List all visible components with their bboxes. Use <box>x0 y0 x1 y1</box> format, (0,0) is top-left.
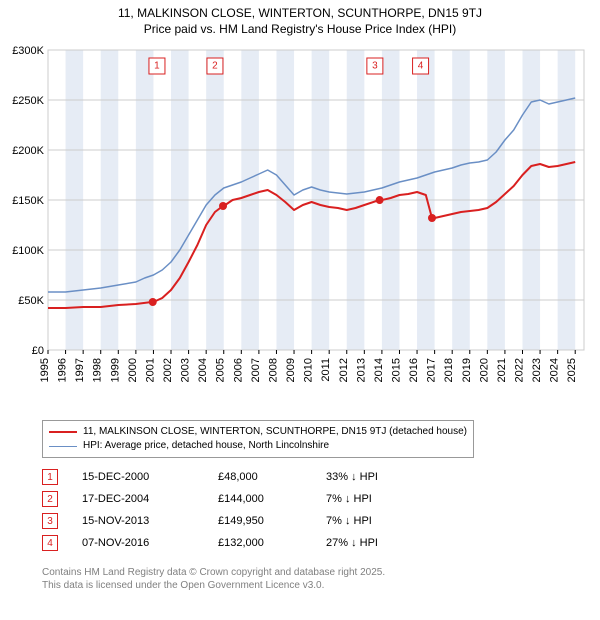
svg-text:2009: 2009 <box>285 358 297 382</box>
row-pct: 7% ↓ HPI <box>326 493 446 505</box>
chart-svg: £0 £50K £100K £150K £200K £250K £300K 1995 1996 1… <box>8 42 592 412</box>
svg-text:2010: 2010 <box>303 358 315 382</box>
svg-text:£250K: £250K <box>12 95 44 107</box>
svg-text:2018: 2018 <box>443 358 455 382</box>
row-price: £132,000 <box>218 537 326 549</box>
svg-text:£200K: £200K <box>12 145 44 157</box>
svg-text:1997: 1997 <box>74 358 86 382</box>
svg-text:2005: 2005 <box>215 358 227 382</box>
row-marker: 3 <box>42 513 58 529</box>
chart: £0 £50K £100K £150K £200K £250K £300K 1995 1996 1… <box>8 42 592 412</box>
svg-text:2008: 2008 <box>267 358 279 382</box>
table-row: 4 07-NOV-2016£132,00027% ↓ HPI <box>42 532 446 554</box>
svg-text:2000: 2000 <box>127 358 139 382</box>
svg-text:£300K: £300K <box>12 45 44 57</box>
row-marker: 2 <box>42 491 58 507</box>
row-marker: 1 <box>42 469 58 485</box>
svg-text:2019: 2019 <box>461 358 473 382</box>
svg-text:2: 2 <box>212 61 218 72</box>
row-date: 07-NOV-2016 <box>82 537 218 549</box>
svg-text:1: 1 <box>154 61 160 72</box>
svg-text:£50K: £50K <box>18 295 44 307</box>
legend-label: HPI: Average price, detached house, Nort… <box>83 439 329 453</box>
row-price: £144,000 <box>218 493 326 505</box>
svg-text:2011: 2011 <box>320 358 332 382</box>
svg-text:2021: 2021 <box>496 358 508 382</box>
svg-text:2006: 2006 <box>232 358 244 382</box>
svg-text:2001: 2001 <box>144 358 156 382</box>
row-marker: 4 <box>42 535 58 551</box>
title-subtitle: Price paid vs. HM Land Registry's House … <box>0 22 600 36</box>
row-date: 15-DEC-2000 <box>82 471 218 483</box>
svg-text:2022: 2022 <box>513 358 525 382</box>
row-pct: 7% ↓ HPI <box>326 515 446 527</box>
legend-swatch <box>49 431 77 433</box>
legend-label: 11, MALKINSON CLOSE, WINTERTON, SCUNTHOR… <box>83 425 467 439</box>
svg-text:2024: 2024 <box>549 358 561 382</box>
svg-text:2002: 2002 <box>162 358 174 382</box>
row-price: £48,000 <box>218 471 326 483</box>
svg-text:2007: 2007 <box>250 358 262 382</box>
svg-text:1995: 1995 <box>39 358 51 382</box>
row-pct: 27% ↓ HPI <box>326 537 446 549</box>
table-row: 2 17-DEC-2004£144,0007% ↓ HPI <box>42 488 446 510</box>
svg-text:2013: 2013 <box>355 358 367 382</box>
sales-table: 1 15-DEC-2000£48,00033% ↓ HPI 2 17-DEC-2004… <box>42 466 446 554</box>
svg-text:2014: 2014 <box>373 358 385 382</box>
svg-text:2015: 2015 <box>390 358 402 382</box>
svg-text:£100K: £100K <box>12 245 44 257</box>
title-address: 11, MALKINSON CLOSE, WINTERTON, SCUNTHOR… <box>0 6 600 20</box>
table-row: 3 15-NOV-2013£149,9507% ↓ HPI <box>42 510 446 532</box>
legend-swatch <box>49 446 77 447</box>
svg-text:2025: 2025 <box>566 358 578 382</box>
svg-text:1998: 1998 <box>92 358 104 382</box>
row-price: £149,950 <box>218 515 326 527</box>
svg-text:2020: 2020 <box>478 358 490 382</box>
svg-text:2023: 2023 <box>531 358 543 382</box>
svg-text:£150K: £150K <box>12 195 44 207</box>
svg-text:2017: 2017 <box>426 358 438 382</box>
svg-text:1996: 1996 <box>57 358 69 382</box>
row-date: 17-DEC-2004 <box>82 493 218 505</box>
footer-line2: This data is licensed under the Open Gov… <box>42 579 385 592</box>
row-date: 15-NOV-2013 <box>82 515 218 527</box>
legend-row: HPI: Average price, detached house, Nort… <box>49 439 467 453</box>
svg-text:2016: 2016 <box>408 358 420 382</box>
table-row: 1 15-DEC-2000£48,00033% ↓ HPI <box>42 466 446 488</box>
svg-text:2012: 2012 <box>338 358 350 382</box>
footer: Contains HM Land Registry data © Crown c… <box>42 566 385 592</box>
svg-text:2003: 2003 <box>180 358 192 382</box>
title-block: 11, MALKINSON CLOSE, WINTERTON, SCUNTHOR… <box>0 0 600 36</box>
svg-text:3: 3 <box>372 61 378 72</box>
svg-text:4: 4 <box>418 61 424 72</box>
svg-text:£0: £0 <box>32 345 44 357</box>
svg-text:1999: 1999 <box>109 358 121 382</box>
page: 11, MALKINSON CLOSE, WINTERTON, SCUNTHOR… <box>0 0 600 620</box>
legend: 11, MALKINSON CLOSE, WINTERTON, SCUNTHOR… <box>42 420 474 458</box>
legend-row: 11, MALKINSON CLOSE, WINTERTON, SCUNTHOR… <box>49 425 467 439</box>
footer-line1: Contains HM Land Registry data © Crown c… <box>42 566 385 579</box>
row-pct: 33% ↓ HPI <box>326 471 446 483</box>
svg-text:2004: 2004 <box>197 358 209 382</box>
